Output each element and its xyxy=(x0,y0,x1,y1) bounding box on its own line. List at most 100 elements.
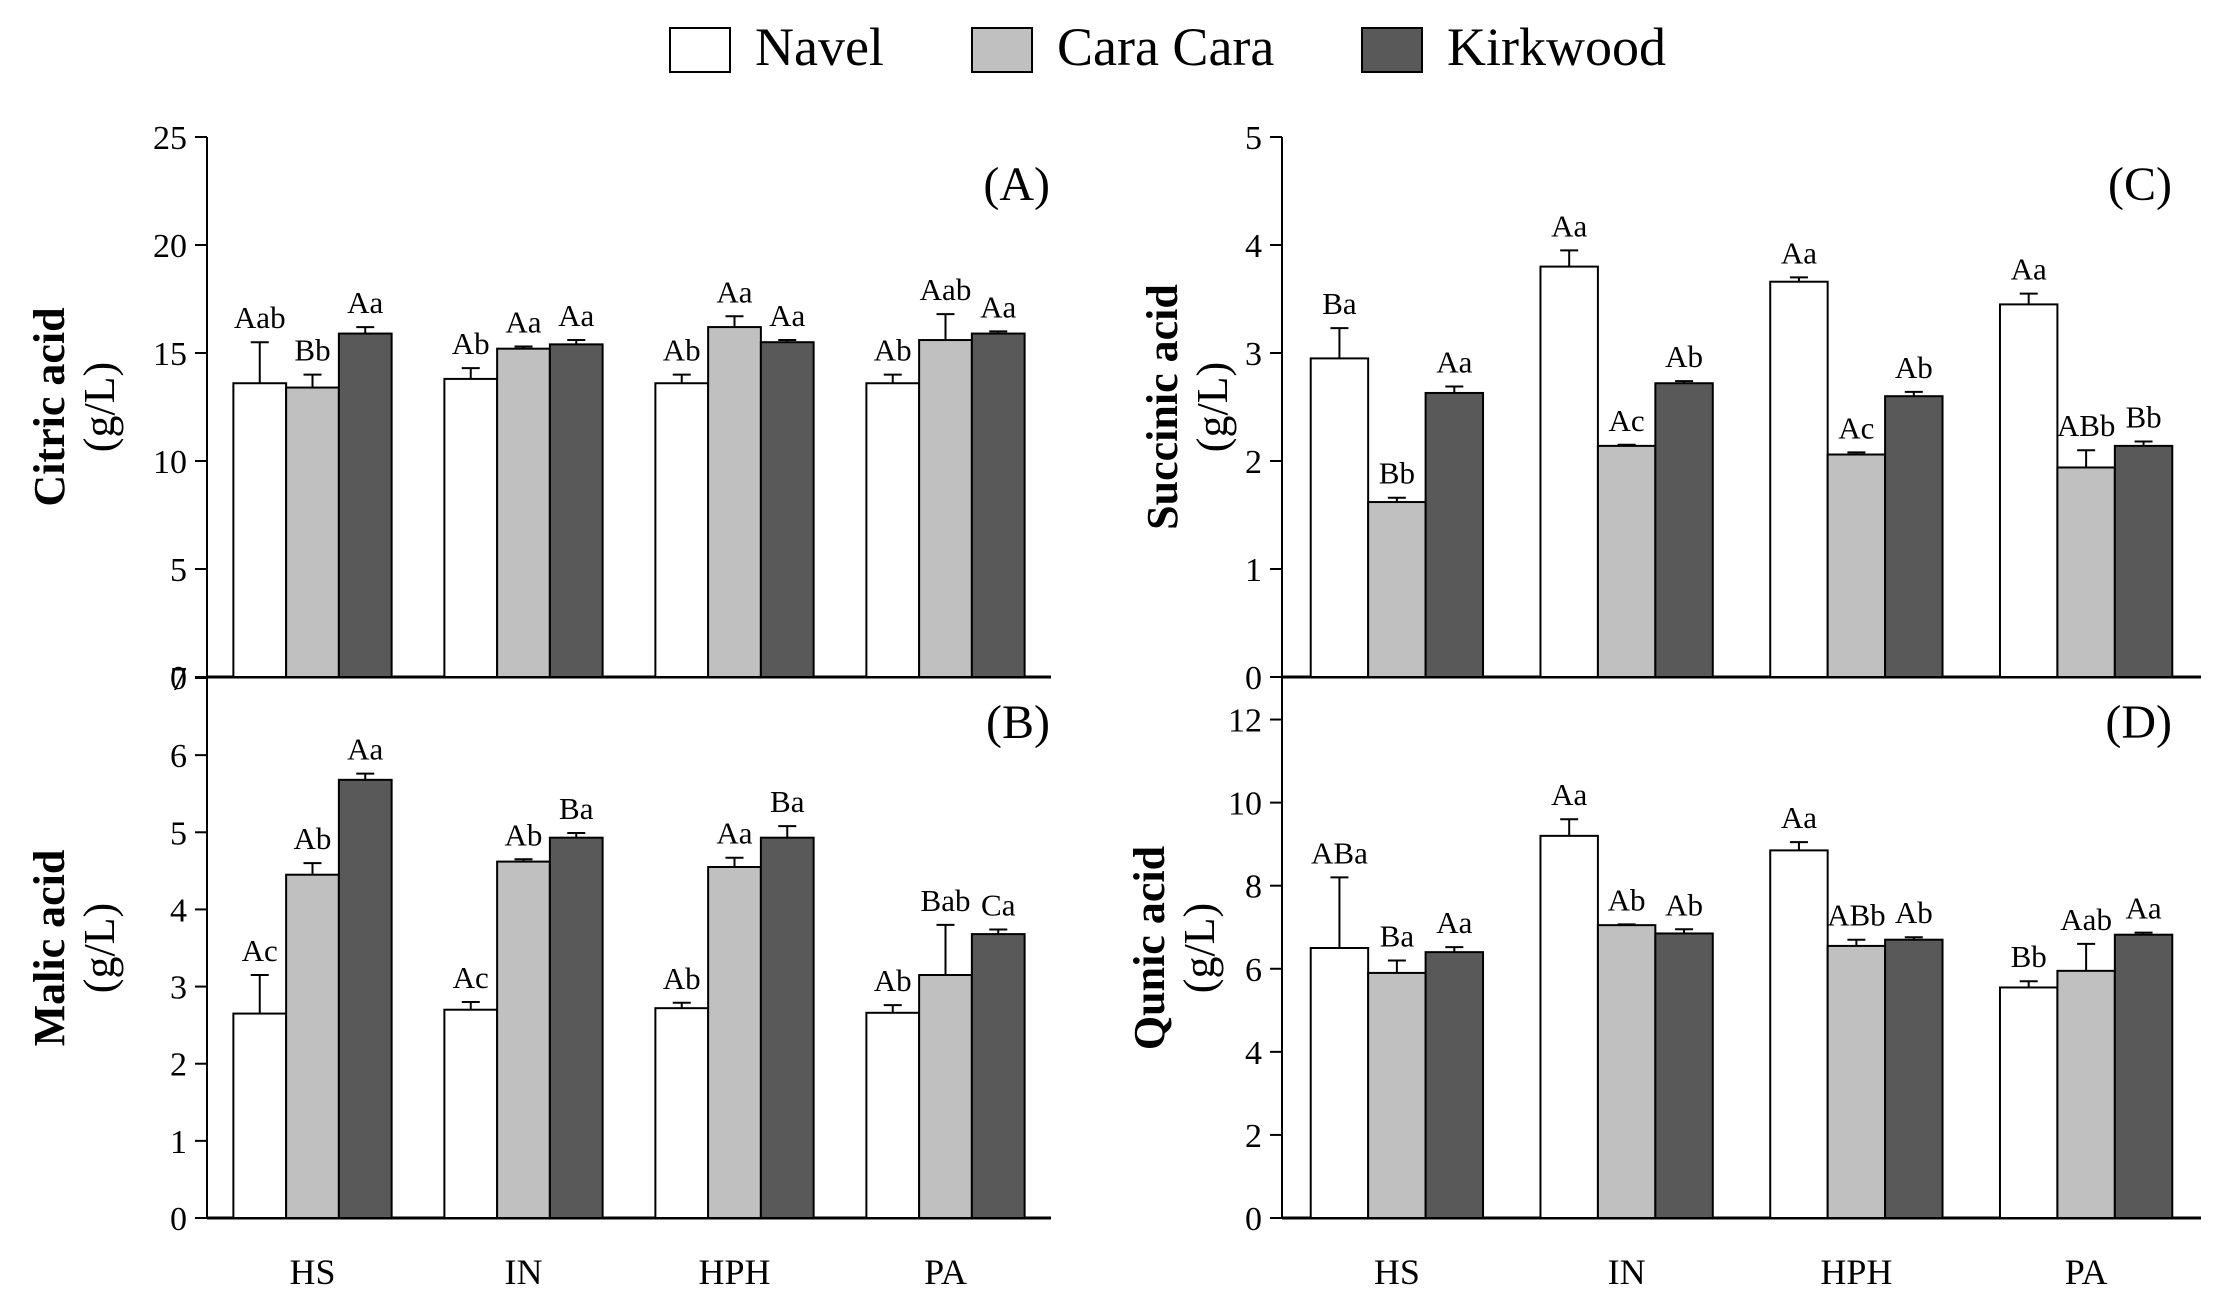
significance-letter: Ab xyxy=(663,333,701,368)
y-tick-label: 12 xyxy=(1228,703,1262,740)
significance-letter: Aa xyxy=(716,816,752,851)
significance-letter: Ac xyxy=(453,960,489,995)
significance-letter: Ab xyxy=(1608,882,1646,917)
significance-letter: Ac xyxy=(242,933,278,968)
y-tick-label: 0 xyxy=(1245,1201,1262,1238)
significance-letter: Ba xyxy=(559,791,594,826)
significance-letter: ABb xyxy=(2057,408,2116,443)
bar-kirkwood-pa xyxy=(2113,444,2174,678)
y-axis-title: Succinic acid xyxy=(1138,284,1187,530)
significance-letter: Aa xyxy=(980,289,1016,324)
significance-letter: Ab xyxy=(294,821,332,856)
bar-kirkwood-pa xyxy=(970,933,1026,1219)
significance-letter: Bab xyxy=(921,883,971,918)
x-tick-label: IN xyxy=(1608,1252,1646,1292)
significance-letter: Ab xyxy=(1665,887,1703,922)
legend: Navel Cara Cara Kirkwood xyxy=(669,17,1666,77)
y-tick-label: 5 xyxy=(170,552,187,589)
bar-navel-pa xyxy=(1998,986,2059,1220)
y-axis-unit: (g/L) xyxy=(75,903,124,993)
panel-label: (B) xyxy=(986,696,1050,749)
significance-letter: ABb xyxy=(1827,898,1886,933)
significance-letter: Aa xyxy=(1781,800,1817,835)
significance-letter: Ac xyxy=(1609,403,1645,438)
bar-cara-cara-hs xyxy=(1367,971,1427,1220)
significance-letter: Ab xyxy=(505,817,543,852)
bar-kirkwood-in xyxy=(1654,932,1714,1219)
y-axis-unit: (g/L) xyxy=(1188,362,1237,452)
significance-letter: Ba xyxy=(770,784,805,819)
legend-swatch-cara-cara xyxy=(971,27,1033,73)
y-tick-label: 10 xyxy=(153,444,187,481)
y-tick-label: 6 xyxy=(170,738,187,775)
bar-kirkwood-hs xyxy=(1424,391,1485,678)
bar-cara-cara-pa xyxy=(2056,969,2116,1219)
legend-label-navel: Navel xyxy=(755,17,884,77)
y-tick-label: 1 xyxy=(170,1124,187,1161)
y-tick-label: 5 xyxy=(1245,120,1262,157)
significance-letter: Ab xyxy=(663,961,701,996)
bar-cara-cara-pa xyxy=(918,974,973,1219)
y-tick-label: 0 xyxy=(1245,660,1262,697)
bar-cara-cara-in xyxy=(496,860,551,1219)
bar-cara-cara-pa xyxy=(2056,466,2116,679)
chart-panel-2: 0 1 2 3 4 5 6 7 (B) Malic acid (g/L) Ac Ab Aa HS Ac Ab Ba… xyxy=(25,661,1051,1292)
bar-navel-pa xyxy=(865,1011,921,1219)
bar-navel-hph xyxy=(654,382,710,678)
significance-letter: Aa xyxy=(1436,344,1472,379)
bar-kirkwood-hs xyxy=(337,332,393,678)
legend-label-kirkwood: Kirkwood xyxy=(1447,17,1666,77)
bar-navel-hs xyxy=(1309,357,1370,678)
y-axis-unit: (g/L) xyxy=(1175,903,1224,993)
bar-kirkwood-hph xyxy=(1884,938,1944,1219)
bar-cara-cara-in xyxy=(1596,444,1657,678)
y-axis-unit: (g/L) xyxy=(75,362,124,452)
bar-navel-in xyxy=(443,377,499,678)
bar-cara-cara-in xyxy=(1596,924,1657,1220)
bar-navel-in xyxy=(1539,265,1599,678)
x-tick-label: PA xyxy=(924,1252,967,1292)
significance-letter: Aab xyxy=(920,272,972,307)
significance-letter: Bb xyxy=(1379,456,1415,491)
bar-navel-hs xyxy=(1309,947,1370,1219)
x-tick-label: HS xyxy=(1374,1252,1420,1292)
significance-letter: Bb xyxy=(2125,400,2161,435)
significance-letter: Aa xyxy=(1551,208,1587,243)
bar-navel-hs xyxy=(232,1012,288,1219)
y-tick-label: 25 xyxy=(153,120,187,157)
x-tick-label: HS xyxy=(289,1252,335,1292)
bar-kirkwood-hs xyxy=(337,778,393,1219)
bar-cara-cara-hph xyxy=(707,326,762,678)
y-tick-label: 4 xyxy=(1245,228,1262,265)
y-tick-label: 6 xyxy=(1245,952,1262,989)
significance-letter: ABa xyxy=(1311,835,1368,870)
x-tick-label: PA xyxy=(2065,1252,2108,1292)
significance-letter: Ab xyxy=(1895,350,1933,385)
significance-letter: Aa xyxy=(347,285,383,320)
significance-letter: Aa xyxy=(2011,252,2047,287)
significance-letter: Ca xyxy=(981,887,1016,922)
significance-letter: Aa xyxy=(769,298,805,333)
significance-letter: Aa xyxy=(1436,905,1472,940)
bar-navel-hs xyxy=(232,382,288,678)
bar-kirkwood-hs xyxy=(1424,951,1485,1220)
significance-letter: Aab xyxy=(2060,902,2112,937)
bar-kirkwood-pa xyxy=(970,332,1026,678)
bar-kirkwood-in xyxy=(548,836,604,1220)
significance-letter: Ab xyxy=(1895,895,1933,930)
significance-letter: Ab xyxy=(1665,339,1703,374)
bar-navel-hph xyxy=(654,1007,710,1220)
significance-letter: Aa xyxy=(1781,235,1817,270)
bar-cara-cara-pa xyxy=(918,339,973,678)
bar-kirkwood-in xyxy=(1654,382,1714,678)
significance-letter: Aa xyxy=(2125,891,2161,926)
y-tick-label: 8 xyxy=(1245,869,1262,906)
y-tick-label: 3 xyxy=(1245,336,1262,373)
significance-letter: Aa xyxy=(1551,777,1587,812)
y-tick-label: 2 xyxy=(1245,444,1262,481)
significance-letter: Ab xyxy=(874,333,912,368)
significance-letter: Aa xyxy=(505,305,541,340)
y-tick-label: 2 xyxy=(1245,1118,1262,1155)
